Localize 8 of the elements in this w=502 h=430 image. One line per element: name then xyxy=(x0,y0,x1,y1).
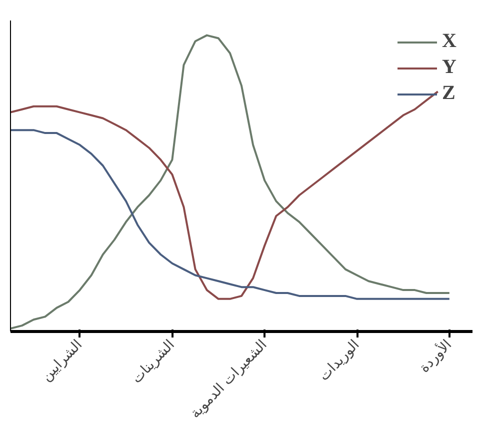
x-tick-label: الوريدات xyxy=(316,336,363,384)
legend-label: X xyxy=(442,30,458,53)
x-tick-label: الأوردة xyxy=(415,336,456,376)
legend-label: Y xyxy=(442,56,458,79)
legend-label: Z xyxy=(442,82,456,105)
x-tick-label: الشرايين xyxy=(38,336,86,385)
x-tick-label: الشعيرات الدموية xyxy=(187,336,270,422)
x-tick-label: الشرينات xyxy=(128,336,178,387)
